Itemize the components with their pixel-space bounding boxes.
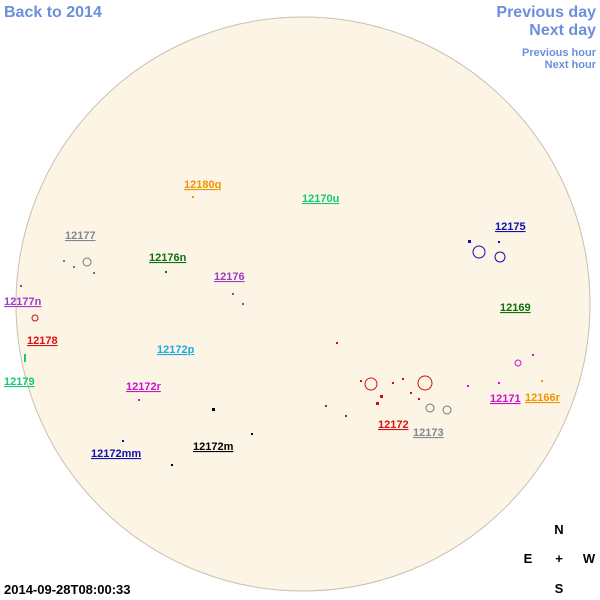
region-link[interactable]: 12179 [4, 376, 35, 388]
region-link[interactable]: 12172r [126, 381, 162, 393]
region-link[interactable]: 12176n [149, 252, 187, 264]
region-link[interactable]: 12178 [27, 335, 58, 347]
region-link[interactable]: 12172m [193, 441, 234, 453]
back-link[interactable]: Back to 2014 [4, 4, 102, 21]
compass-west: W [583, 551, 596, 566]
compass-east: E [524, 551, 533, 566]
next-hour-link[interactable]: Next hour [545, 59, 597, 71]
solar-disk [15, 16, 591, 592]
region-link[interactable]: 12170u [302, 193, 339, 205]
region-link[interactable]: 12180q [184, 179, 221, 191]
sunspot-dots [20, 196, 543, 466]
previous-day-link[interactable]: Previous day [496, 4, 596, 21]
sunspots [31, 245, 522, 415]
region-link[interactable]: 12166r [525, 392, 561, 404]
next-day-link[interactable]: Next day [529, 22, 596, 39]
region-link[interactable]: 12171 [490, 393, 521, 405]
region-link[interactable]: 12172 [378, 419, 409, 431]
region-link[interactable]: 12176 [214, 271, 245, 283]
compass-south: S [555, 581, 564, 596]
region-link[interactable]: 12175 [495, 221, 526, 233]
region-link[interactable]: 12172p [157, 344, 195, 356]
region-link[interactable]: 12169 [500, 302, 531, 314]
region-link[interactable]: 12172mm [91, 448, 141, 460]
region-link[interactable]: 12177 [65, 230, 96, 242]
region-link[interactable]: 12173 [413, 427, 444, 439]
previous-hour-link[interactable]: Previous hour [522, 47, 597, 59]
region-labels: 12180q 12170u 12177 12176n 12176 12175 12169 12… [4, 179, 561, 460]
timestamp: 2014-09-28T08:00:33 [4, 582, 130, 597]
compass-center: + [555, 551, 563, 566]
region-link[interactable]: 12177n [4, 296, 42, 308]
compass-north: N [554, 522, 563, 537]
